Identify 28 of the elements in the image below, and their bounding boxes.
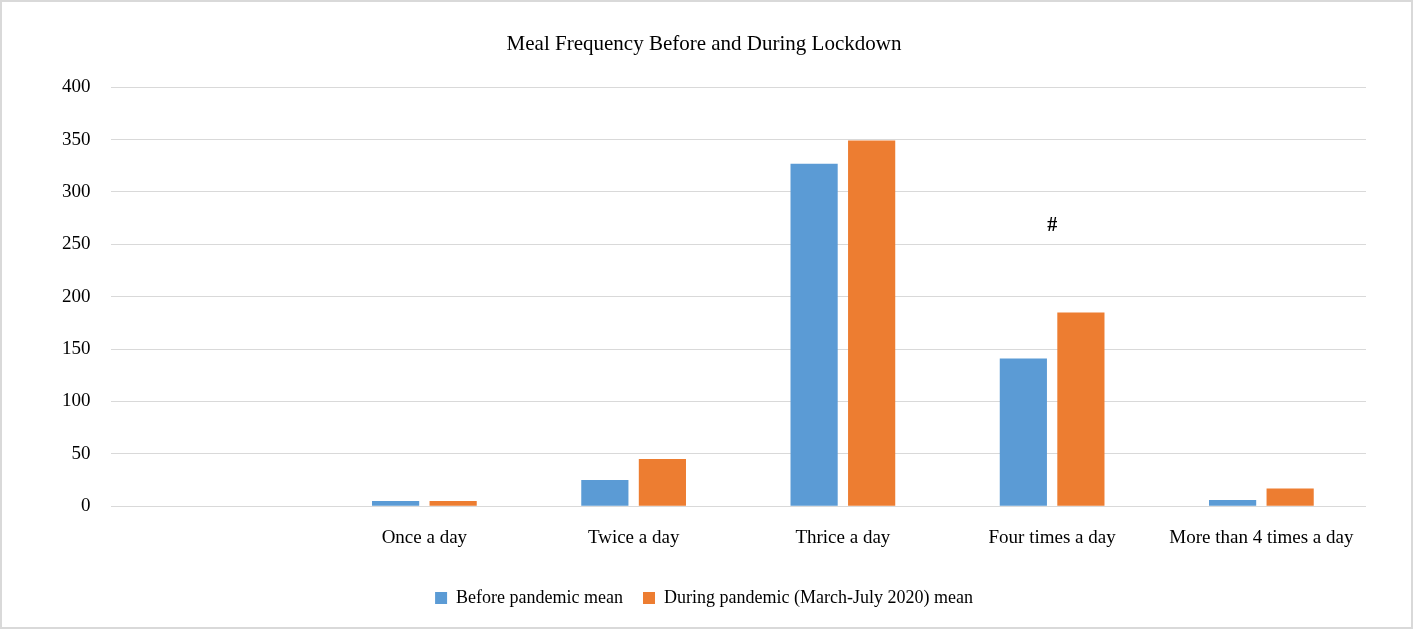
bar: [429, 500, 477, 506]
bar: [848, 140, 896, 506]
x-tick-label: Once a day: [381, 525, 468, 547]
bar: [790, 163, 838, 506]
bar: [372, 500, 420, 506]
chart-title: Meal Frequency Before and During Lockdown: [506, 31, 902, 56]
bar: [999, 358, 1047, 506]
y-tick-label: 50: [71, 441, 91, 463]
y-tick-label: 300: [62, 179, 91, 201]
bar: [1209, 499, 1257, 506]
y-tick-label: 100: [62, 389, 91, 411]
y-tick-label: 150: [62, 337, 91, 359]
y-tick-label: 200: [62, 284, 91, 306]
legend-label: During pandemic (March-July 2020) mean: [664, 586, 973, 608]
y-tick-label: 400: [62, 75, 91, 97]
annotation: #: [1047, 212, 1058, 235]
x-tick-label: Twice a day: [587, 525, 680, 547]
x-tick-label: Thrice a day: [795, 525, 891, 547]
x-tick-label: Four times a day: [988, 525, 1117, 547]
bar: [1266, 488, 1314, 506]
y-tick-label: 250: [62, 232, 91, 254]
bar: [581, 480, 629, 506]
legend-label: Before pandemic mean: [456, 586, 624, 607]
x-tick-label: More than 4 times a day: [1169, 525, 1354, 547]
bar: [638, 459, 686, 506]
bar: [1057, 312, 1105, 506]
y-tick-label: 350: [62, 127, 91, 149]
y-tick-label: 0: [81, 494, 91, 516]
